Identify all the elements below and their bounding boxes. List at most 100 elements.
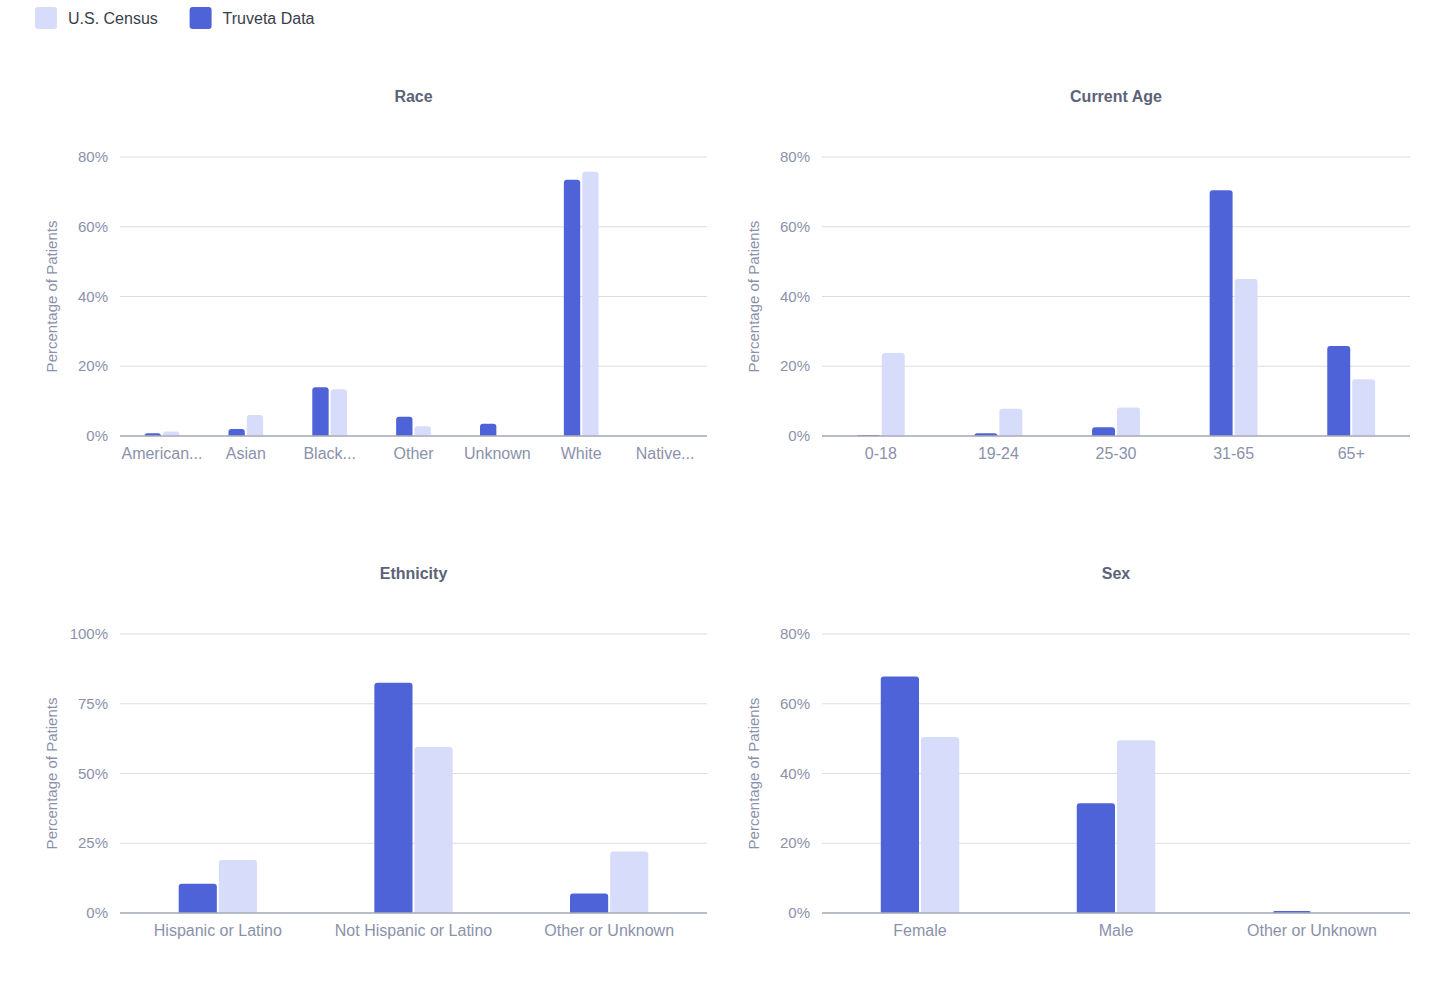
chart-title: Ethnicity — [380, 565, 448, 582]
y-tick-label: 20% — [780, 357, 810, 374]
y-tick-label: 0% — [86, 427, 108, 444]
figure: U.S. CensusTruveta DataRacePercentage of… — [0, 0, 1430, 990]
bars: Truveta DataU.S. CensusTruveta DataU.S. … — [881, 677, 1351, 913]
x-axis-line — [822, 435, 1410, 437]
bar: U.S. Census — [415, 426, 431, 436]
y-axis-label: Percentage of Patients — [43, 698, 60, 850]
x-tick-label: Asian — [226, 445, 266, 462]
x-tick-label: Other or Unknown — [1247, 922, 1377, 939]
bar: Truveta Data — [312, 387, 328, 436]
x-tick-label: Other or Unknown — [544, 922, 674, 939]
y-tick-label: 40% — [780, 765, 810, 782]
bar: U.S. Census — [1352, 379, 1375, 436]
x-tick-label: American... — [121, 445, 202, 462]
bar: U.S. Census — [415, 747, 453, 913]
chart-panel: Current Age Percentage of Patients 0% 20% 40… — [745, 88, 1410, 462]
x-tick-label: 25-30 — [1096, 445, 1137, 462]
y-tick-label: 60% — [780, 695, 810, 712]
y-axis-label: Percentage of Patients — [745, 221, 762, 373]
x-tick-label: 19-24 — [978, 445, 1019, 462]
bar: U.S. Census — [219, 860, 257, 913]
chart-title: Sex — [1102, 565, 1131, 582]
bar: Truveta Data — [1092, 427, 1115, 436]
x-tick-label: Hispanic or Latino — [154, 922, 282, 939]
y-axis-label: Percentage of Patients — [43, 221, 60, 373]
grid-line — [120, 843, 707, 844]
grid-line — [822, 436, 1410, 437]
grid-line — [120, 366, 707, 367]
x-tick-label: Black... — [303, 445, 355, 462]
x-tick-label: Native... — [636, 445, 695, 462]
bar: U.S. Census — [610, 852, 648, 913]
bar: U.S. Census — [331, 389, 347, 436]
grid-line — [120, 226, 707, 227]
chart-panel: EthnicityPercentage of Patients0%25%50%7… — [43, 565, 707, 939]
y-tick-label: 80% — [780, 625, 810, 642]
bar: U.S. Census — [1235, 279, 1258, 436]
legend-label: Truveta Data — [223, 10, 315, 27]
chart-panel: SexPercentage of Patients0%20%40%60%80%T… — [745, 565, 1410, 939]
bar: Truveta Data — [1327, 346, 1350, 436]
x-axis-line — [822, 912, 1410, 914]
chart-title: Race — [394, 88, 432, 105]
y-tick-label: 80% — [780, 148, 810, 165]
grid-line — [822, 913, 1410, 914]
grid-line — [822, 296, 1410, 297]
bar: Truveta Data — [564, 180, 580, 436]
grid-line — [822, 366, 1410, 367]
y-tick-label: 20% — [78, 357, 108, 374]
x-tick-label: Not Hispanic or Latino — [335, 922, 493, 939]
grid-line — [822, 226, 1410, 227]
chart-title: Current Age — [1070, 88, 1162, 105]
x-tick-label: 65+ — [1338, 445, 1365, 462]
legend-label: U.S. Census — [68, 10, 158, 27]
grid-line — [120, 773, 707, 774]
x-tick-label: 0-18 — [865, 445, 897, 462]
y-tick-label: 100% — [70, 625, 108, 642]
y-tick-label: 40% — [780, 288, 810, 305]
grid-line — [120, 634, 707, 635]
x-axis-line — [120, 435, 707, 437]
y-axis-label: Percentage of Patients — [745, 698, 762, 850]
bar: U.S. Census — [921, 737, 959, 913]
y-tick-label: 20% — [780, 834, 810, 851]
bar: Truveta Data — [881, 677, 919, 913]
x-axis-line — [120, 912, 707, 914]
bar: U.S. Census — [582, 172, 598, 436]
bar: U.S. Census — [882, 353, 905, 436]
legend: U.S. Census Truveta Data — [35, 7, 315, 29]
bars: Truveta DataU.S. CensusTruveta DataU.S. … — [857, 190, 1375, 436]
x-tick-label: Female — [893, 922, 946, 939]
bar: U.S. Census — [247, 415, 263, 436]
bars: Truveta DataU.S. CensusTruveta DataU.S. … — [179, 683, 649, 913]
chart-panel: Race Percentage of Patients 0% 20% 40% 60% 80%… — [43, 88, 707, 462]
y-tick-label: 40% — [78, 288, 108, 305]
y-tick-label: 60% — [780, 218, 810, 235]
bar: Truveta Data — [228, 429, 244, 436]
y-tick-label: 80% — [78, 148, 108, 165]
bar: Truveta Data — [570, 893, 608, 913]
y-tick-label: 50% — [78, 765, 108, 782]
bar: Truveta Data — [480, 424, 496, 436]
legend-swatch — [190, 7, 212, 29]
y-tick-label: 0% — [86, 904, 108, 921]
bars: Truveta DataU.S. CensusTruveta DataU.S. … — [145, 172, 683, 436]
y-tick-label: 0% — [788, 427, 810, 444]
bar: U.S. Census — [999, 409, 1022, 436]
grid-line — [120, 913, 707, 914]
x-tick-label: White — [561, 445, 602, 462]
legend-swatch — [35, 7, 57, 29]
y-tick-label: 60% — [78, 218, 108, 235]
grid-line — [822, 157, 1410, 158]
grid-line — [120, 157, 707, 158]
bar: U.S. Census — [1117, 740, 1155, 913]
x-tick-label: Male — [1099, 922, 1134, 939]
bar: Truveta Data — [374, 683, 412, 913]
bar: Truveta Data — [179, 884, 217, 913]
bar: U.S. Census — [1117, 407, 1140, 436]
x-tick-label: 31-65 — [1213, 445, 1254, 462]
bar: Truveta Data — [1077, 803, 1115, 913]
grid-line — [120, 436, 707, 437]
bar: Truveta Data — [1210, 190, 1233, 436]
grid-line — [822, 634, 1410, 635]
